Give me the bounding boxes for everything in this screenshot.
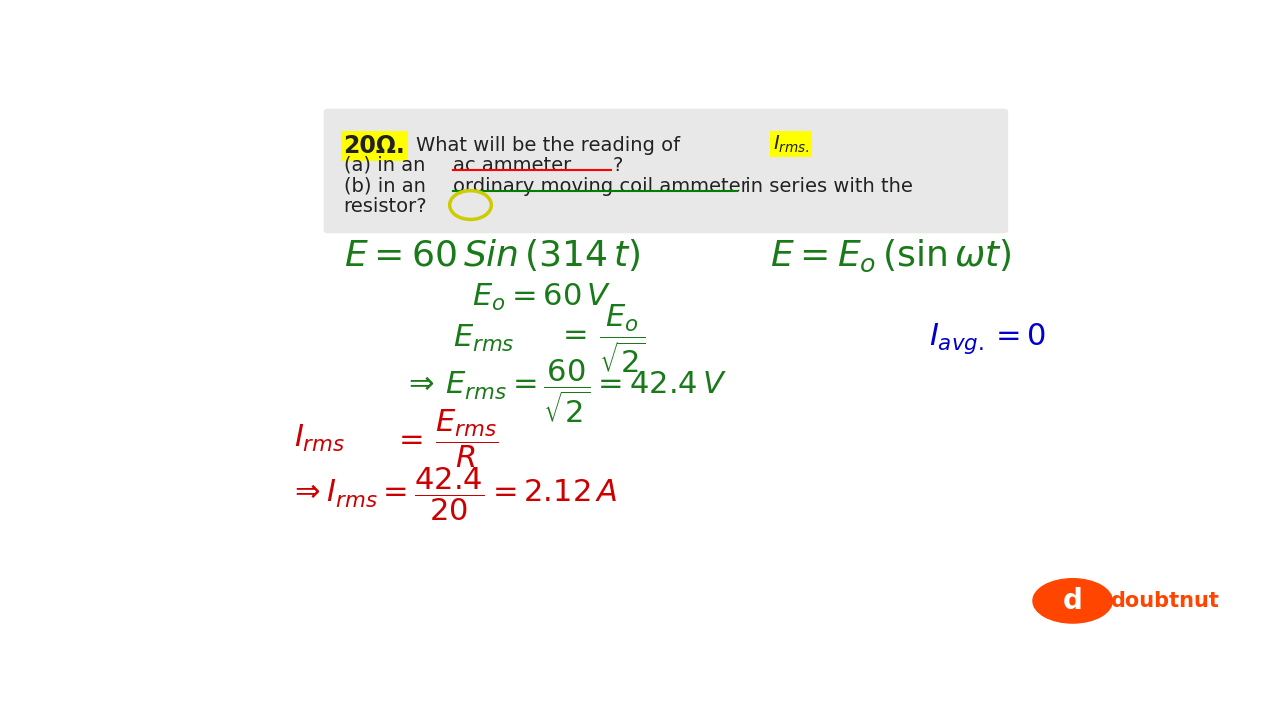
Text: What will be the reading of: What will be the reading of: [416, 136, 686, 156]
Circle shape: [1033, 579, 1112, 623]
Text: doubtnut: doubtnut: [1110, 591, 1220, 611]
Text: $E = 60\,Sin\,(314\,t)$: $E = 60\,Sin\,(314\,t)$: [343, 238, 640, 274]
Text: $I_{rms.}$: $I_{rms.}$: [773, 133, 810, 155]
Text: $=\,\dfrac{E_o}{\sqrt{2}}$: $=\,\dfrac{E_o}{\sqrt{2}}$: [557, 302, 645, 375]
Text: d: d: [1062, 587, 1083, 615]
Text: (b) in an: (b) in an: [343, 176, 431, 196]
Text: $\Rightarrow I_{rms} = \dfrac{42.4}{20} = 2.12\,A$: $\Rightarrow I_{rms} = \dfrac{42.4}{20} …: [289, 465, 617, 523]
Text: ordinary moving coil ammeter: ordinary moving coil ammeter: [453, 176, 749, 196]
Text: 20Ω.: 20Ω.: [343, 134, 406, 158]
Text: $\Rightarrow\,E_{rms} = \dfrac{60}{\sqrt{2}} = 42.4\,V$: $\Rightarrow\,E_{rms} = \dfrac{60}{\sqrt…: [403, 358, 727, 425]
Text: $=\,\dfrac{E_{rms}}{R}$: $=\,\dfrac{E_{rms}}{R}$: [393, 407, 498, 469]
FancyBboxPatch shape: [324, 109, 1009, 233]
Text: in series with the: in series with the: [740, 176, 913, 196]
Text: ac ammeter: ac ammeter: [453, 156, 571, 175]
Text: $E_{rms}$: $E_{rms}$: [453, 323, 515, 354]
Text: ?: ?: [612, 156, 623, 175]
Text: $E_o = 60\,V$: $E_o = 60\,V$: [472, 282, 612, 312]
Text: $I_{rms}$: $I_{rms}$: [294, 423, 346, 454]
Text: (a) in an: (a) in an: [343, 156, 431, 175]
Text: $E = E_o\,(\sin\omega t)$: $E = E_o\,(\sin\omega t)$: [771, 238, 1011, 274]
Text: resistor?: resistor?: [343, 197, 428, 216]
Text: $I_{avg.} = 0$: $I_{avg.} = 0$: [929, 321, 1046, 356]
